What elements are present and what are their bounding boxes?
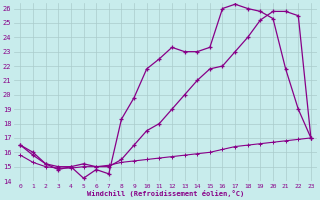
X-axis label: Windchill (Refroidissement éolien,°C): Windchill (Refroidissement éolien,°C) (87, 190, 244, 197)
